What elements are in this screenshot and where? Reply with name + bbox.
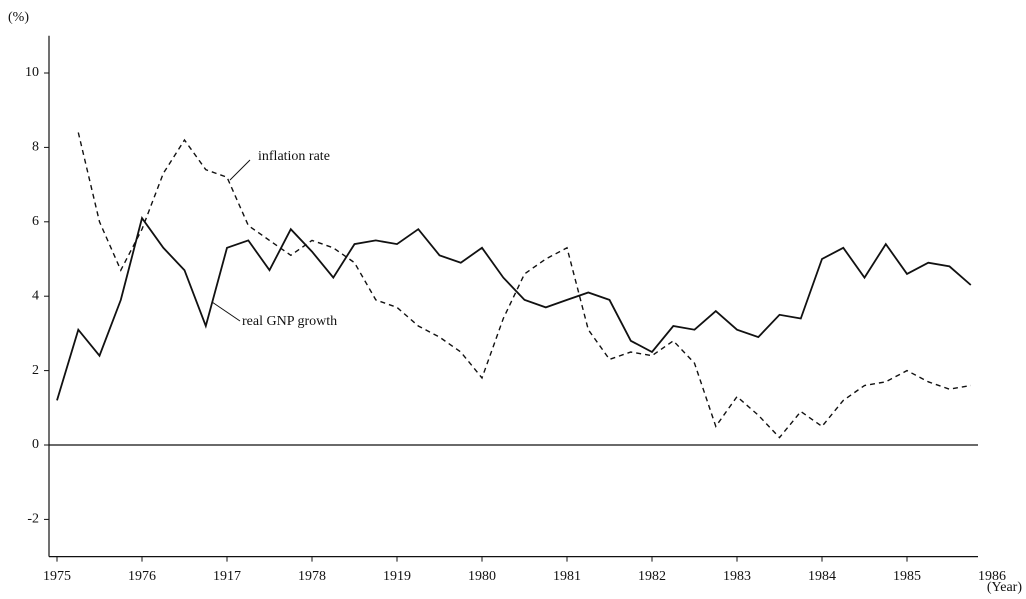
y-tick-label: 6 — [32, 214, 39, 229]
x-tick-label: 1985 — [893, 569, 921, 584]
x-tick-label: 1981 — [553, 569, 581, 584]
y-tick-label: 8 — [32, 140, 39, 155]
x-tick-label: 1917 — [213, 569, 241, 584]
y-unit-label: (%) — [8, 10, 29, 25]
y-tick-label: 4 — [32, 288, 39, 303]
series-line — [56, 216, 972, 401]
x-tick-label: 1984 — [808, 569, 836, 584]
y-tick-label: 10 — [25, 65, 39, 80]
x-unit-label: (Year) — [987, 580, 1022, 595]
x-tick-label: 1983 — [723, 569, 751, 584]
x-tick-label: 1976 — [128, 569, 156, 584]
y-tick-label: 0 — [32, 437, 39, 452]
x-tick-label: 1975 — [43, 569, 71, 584]
y-tick-label: 2 — [32, 363, 39, 378]
annotation-leader — [211, 301, 241, 322]
x-tick-label: 1919 — [383, 569, 411, 584]
x-tick-label: 1978 — [298, 569, 326, 584]
series-annotation: real GNP growth — [242, 314, 337, 329]
series-line — [77, 132, 971, 439]
annotation-leader — [229, 159, 251, 181]
series-annotation: inflation rate — [258, 149, 330, 164]
x-tick-label: 1980 — [468, 569, 496, 584]
x-tick-label: 1986 — [978, 569, 1006, 584]
x-tick-label: 1982 — [638, 569, 666, 584]
y-tick-label: -2 — [27, 512, 39, 527]
